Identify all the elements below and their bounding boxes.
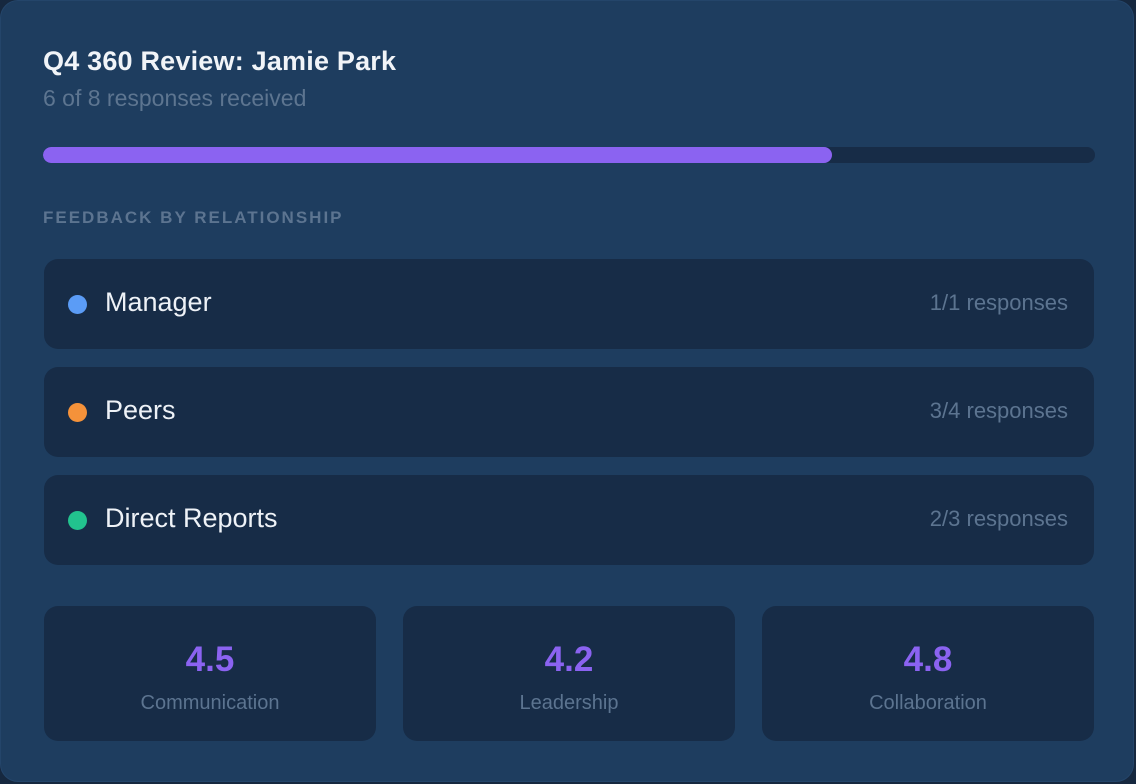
metric-score: 4.8 bbox=[903, 640, 953, 679]
section-heading: FEEDBACK BY RELATIONSHIP bbox=[43, 208, 344, 227]
responses-summary: 6 of 8 responses received bbox=[43, 85, 307, 111]
relationship-response-count: 1/1 responses bbox=[929, 290, 1068, 315]
metric-label: Collaboration bbox=[869, 692, 987, 714]
relationship-response-count: 2/3 responses bbox=[929, 506, 1068, 531]
relationship-name: Peers bbox=[105, 395, 176, 425]
metric-card-leadership: 4.2 Leadership bbox=[403, 606, 735, 741]
relationship-name: Direct Reports bbox=[105, 503, 278, 533]
relationship-response-count: 3/4 responses bbox=[929, 398, 1068, 423]
manager-status-dot bbox=[68, 295, 87, 314]
metric-score: 4.2 bbox=[544, 640, 594, 679]
relationship-row-peers[interactable]: Peers 3/4 responses bbox=[44, 367, 1094, 457]
metric-card-collaboration: 4.8 Collaboration bbox=[762, 606, 1094, 741]
metric-label: Leadership bbox=[519, 692, 619, 714]
direct-reports-status-dot bbox=[68, 511, 87, 530]
metric-label: Communication bbox=[140, 692, 280, 714]
relationship-name: Manager bbox=[105, 287, 212, 317]
metric-card-communication: 4.5 Communication bbox=[44, 606, 376, 741]
metric-score: 4.5 bbox=[185, 640, 235, 679]
relationship-row-manager[interactable]: Manager 1/1 responses bbox=[44, 259, 1094, 349]
review-title: Q4 360 Review: Jamie Park bbox=[43, 46, 397, 76]
response-progress-bar bbox=[43, 147, 1095, 163]
relationship-row-direct-reports[interactable]: Direct Reports 2/3 responses bbox=[44, 475, 1094, 565]
response-progress-fill bbox=[43, 147, 832, 163]
peers-status-dot bbox=[68, 403, 87, 422]
